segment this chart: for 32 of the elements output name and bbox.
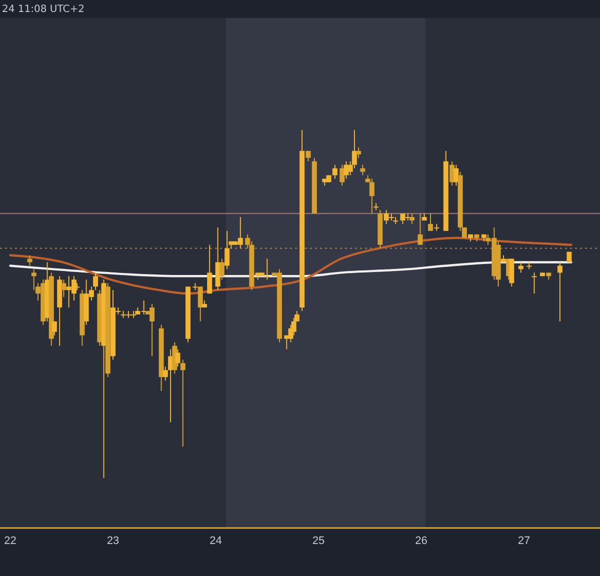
candlestick	[332, 164, 338, 180]
candlestick	[207, 244, 212, 294]
candlestick	[150, 304, 155, 357]
candlestick	[162, 366, 168, 382]
candlestick	[31, 268, 36, 291]
x-tick-label: 22	[4, 534, 16, 547]
candlestick	[356, 146, 362, 158]
candlestick	[454, 164, 459, 186]
x-tick-label: 23	[106, 534, 120, 547]
x-tick-label: 26	[415, 534, 428, 547]
candlestick	[418, 213, 423, 246]
candlestick	[180, 359, 186, 448]
candlestick	[224, 230, 230, 270]
text: 24 11:08 UTC+2	[2, 4, 84, 15]
candlestick	[198, 286, 203, 322]
x-tick-label: 25	[312, 534, 325, 547]
candlestick	[61, 279, 66, 298]
candlestick	[360, 164, 366, 176]
candlestick	[369, 178, 374, 214]
candlestick	[219, 258, 224, 280]
candlestick	[518, 262, 524, 274]
candlestick	[400, 213, 406, 224]
candlestick	[532, 272, 537, 294]
candlestick	[93, 272, 98, 291]
candlestick	[557, 262, 562, 322]
candlestick	[428, 213, 433, 232]
candlestick	[409, 213, 414, 224]
candlestick	[52, 320, 57, 336]
x-tick-label: 27	[518, 534, 530, 547]
candlestick	[264, 258, 270, 280]
x-tick-label: 24	[210, 534, 222, 547]
candlestick	[175, 348, 180, 368]
